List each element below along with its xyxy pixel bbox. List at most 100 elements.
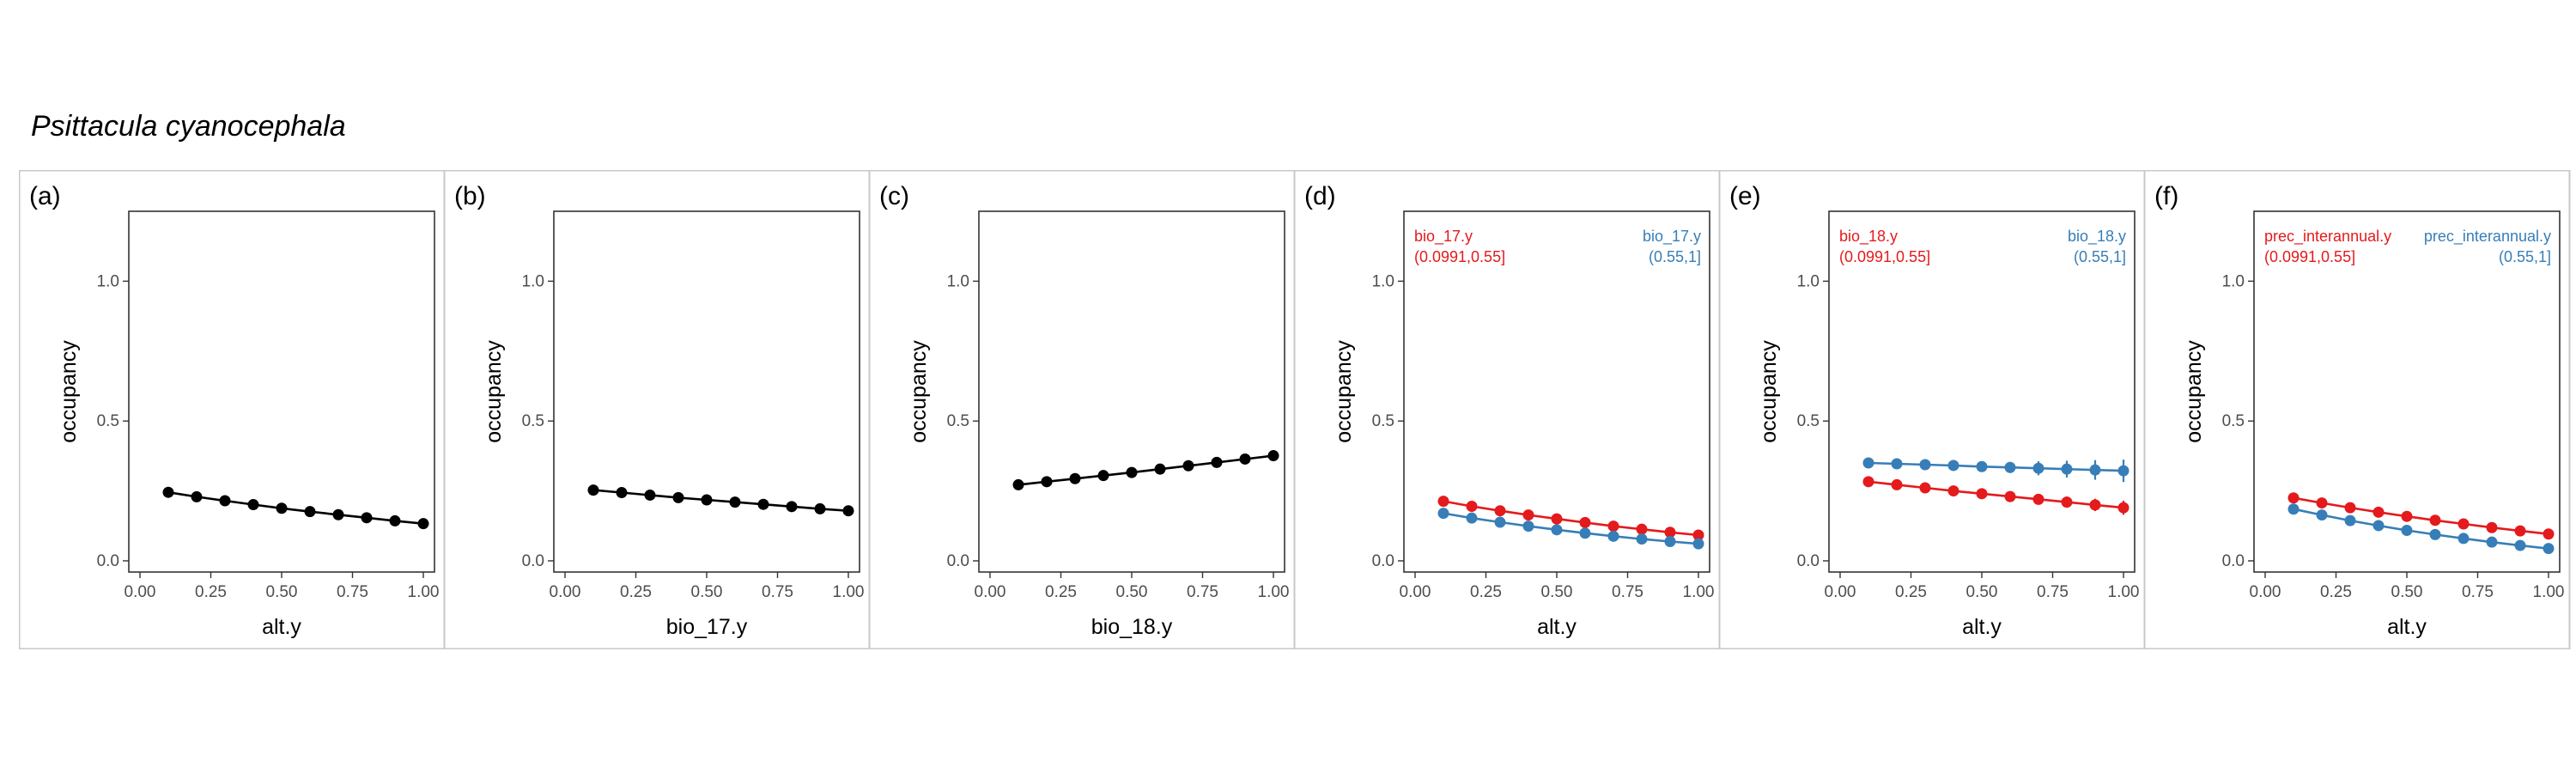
- series-line-1: [2293, 508, 2549, 550]
- data-point: [2372, 506, 2385, 518]
- y-tick-label: 0.5: [947, 412, 969, 430]
- data-point: [587, 484, 599, 496]
- panel-tag: (a): [29, 182, 61, 210]
- data-point: [1976, 488, 1988, 500]
- data-point: [2316, 509, 2328, 521]
- panel-frame: [443, 170, 871, 649]
- data-point: [1097, 470, 1109, 482]
- data-point: [191, 490, 203, 502]
- y-tick-label: 1.0: [522, 272, 544, 290]
- y-tick-label: 0.0: [522, 552, 544, 570]
- chart-panel-2: (c) 0.0 0.5 1.0 0.00 0.25 0.50 0.75 1.00 bio_18.y…: [868, 170, 1296, 649]
- data-point: [1976, 460, 1988, 472]
- data-point: [1891, 458, 1903, 470]
- x-tick-label: 0.50: [266, 583, 298, 601]
- data-point: [247, 499, 259, 511]
- series-line-0: [1018, 454, 1274, 486]
- x-tick-label: 0.00: [2250, 583, 2281, 601]
- x-axis-title: alt.y: [1537, 615, 1577, 639]
- data-point: [2514, 539, 2526, 551]
- x-tick-label: 1.00: [1683, 583, 1715, 601]
- y-axis-title: occupancy: [482, 340, 506, 443]
- series-line-1: [1868, 461, 2124, 472]
- y-tick-label: 0.5: [522, 412, 544, 430]
- y-tick-label: 1.0: [2222, 272, 2245, 290]
- x-tick-label: 0.50: [691, 583, 723, 601]
- x-tick-label: 0.25: [1045, 583, 1077, 601]
- data-point: [1239, 453, 1251, 465]
- annotation-label: bio_17.y: [1643, 228, 1701, 246]
- data-point: [2458, 533, 2470, 545]
- annotation-label: (0.55,1]: [2499, 248, 2551, 265]
- data-point: [2089, 499, 2101, 511]
- data-point: [1579, 516, 1591, 528]
- data-point: [219, 495, 231, 507]
- data-point: [1692, 538, 1704, 550]
- data-point: [1182, 460, 1194, 472]
- data-point: [1947, 485, 1959, 497]
- panel-grid: (a) 0.0 0.5 1.0 0.00 0.25 0.50 0.75 1.00 alt.y occ…: [19, 170, 2573, 649]
- data-point: [701, 494, 713, 506]
- annotation-label: bio_17.y: [1414, 228, 1473, 246]
- x-tick-label: 1.00: [1258, 583, 1290, 601]
- x-tick-label: 0.50: [2391, 583, 2423, 601]
- annotation-label: bio_18.y: [1839, 228, 1898, 246]
- plot-border: [978, 210, 1285, 573]
- x-tick-label: 0.75: [762, 583, 793, 601]
- data-point: [729, 496, 741, 508]
- y-tick-label: 1.0: [947, 272, 969, 290]
- data-point: [1919, 459, 1931, 471]
- annotation-label: prec_interannual.y: [2264, 228, 2391, 246]
- data-point: [276, 502, 288, 514]
- data-point: [2543, 543, 2555, 555]
- y-tick-label: 0.5: [1372, 412, 1394, 430]
- y-tick-label: 0.5: [2222, 412, 2245, 430]
- x-tick-label: 0.75: [337, 583, 368, 601]
- data-point: [1862, 457, 1874, 469]
- x-tick-label: 0.25: [620, 583, 652, 601]
- x-tick-label: 0.00: [975, 583, 1006, 601]
- panel-tag: (b): [454, 182, 486, 210]
- panel-tag: (d): [1304, 182, 1336, 210]
- x-tick-label: 0.75: [1187, 583, 1218, 601]
- data-point: [2543, 528, 2555, 540]
- data-point: [2514, 525, 2526, 537]
- x-tick-label: 0.50: [1541, 583, 1573, 601]
- series-line-0: [1868, 480, 2124, 509]
- x-tick-label: 0.00: [125, 583, 156, 601]
- x-tick-label: 1.00: [833, 583, 865, 601]
- data-point: [2117, 465, 2129, 477]
- plot-border: [128, 210, 435, 573]
- data-point: [1551, 524, 1563, 536]
- data-point: [1862, 476, 1874, 488]
- data-point: [1522, 520, 1534, 533]
- data-point: [162, 486, 174, 498]
- data-point: [2004, 490, 2016, 502]
- data-point: [1126, 466, 1138, 478]
- data-point: [2344, 514, 2356, 526]
- y-tick-label: 0.5: [97, 412, 119, 430]
- panel-tag: (e): [1729, 182, 1761, 210]
- data-point: [2032, 462, 2044, 474]
- data-point: [814, 502, 826, 514]
- data-point: [1891, 478, 1903, 490]
- x-axis-title: bio_17.y: [666, 615, 748, 639]
- annotation-label: bio_18.y: [2068, 228, 2126, 246]
- data-point: [2344, 502, 2356, 514]
- panel-tag: (c): [879, 182, 909, 210]
- y-tick-label: 0.5: [1797, 412, 1820, 430]
- data-point: [1437, 496, 1449, 508]
- data-point: [1211, 456, 1223, 468]
- x-tick-label: 0.25: [2320, 583, 2352, 601]
- y-tick-label: 1.0: [1797, 272, 1820, 290]
- data-point: [2429, 514, 2441, 526]
- data-point: [1012, 478, 1024, 490]
- y-axis-title: occupancy: [1757, 340, 1781, 443]
- series-line-0: [1443, 500, 1699, 537]
- data-point: [332, 508, 344, 520]
- y-axis-title: occupancy: [1332, 340, 1356, 443]
- chart-panel-4: (e) 0.0 0.5 1.0 0.00 0.25 0.50 0.75 1.00 alt.y occ…: [1718, 170, 2146, 649]
- y-axis-title: occupancy: [2182, 340, 2206, 443]
- y-tick-label: 0.0: [1797, 552, 1820, 570]
- y-tick-label: 0.0: [1372, 552, 1394, 570]
